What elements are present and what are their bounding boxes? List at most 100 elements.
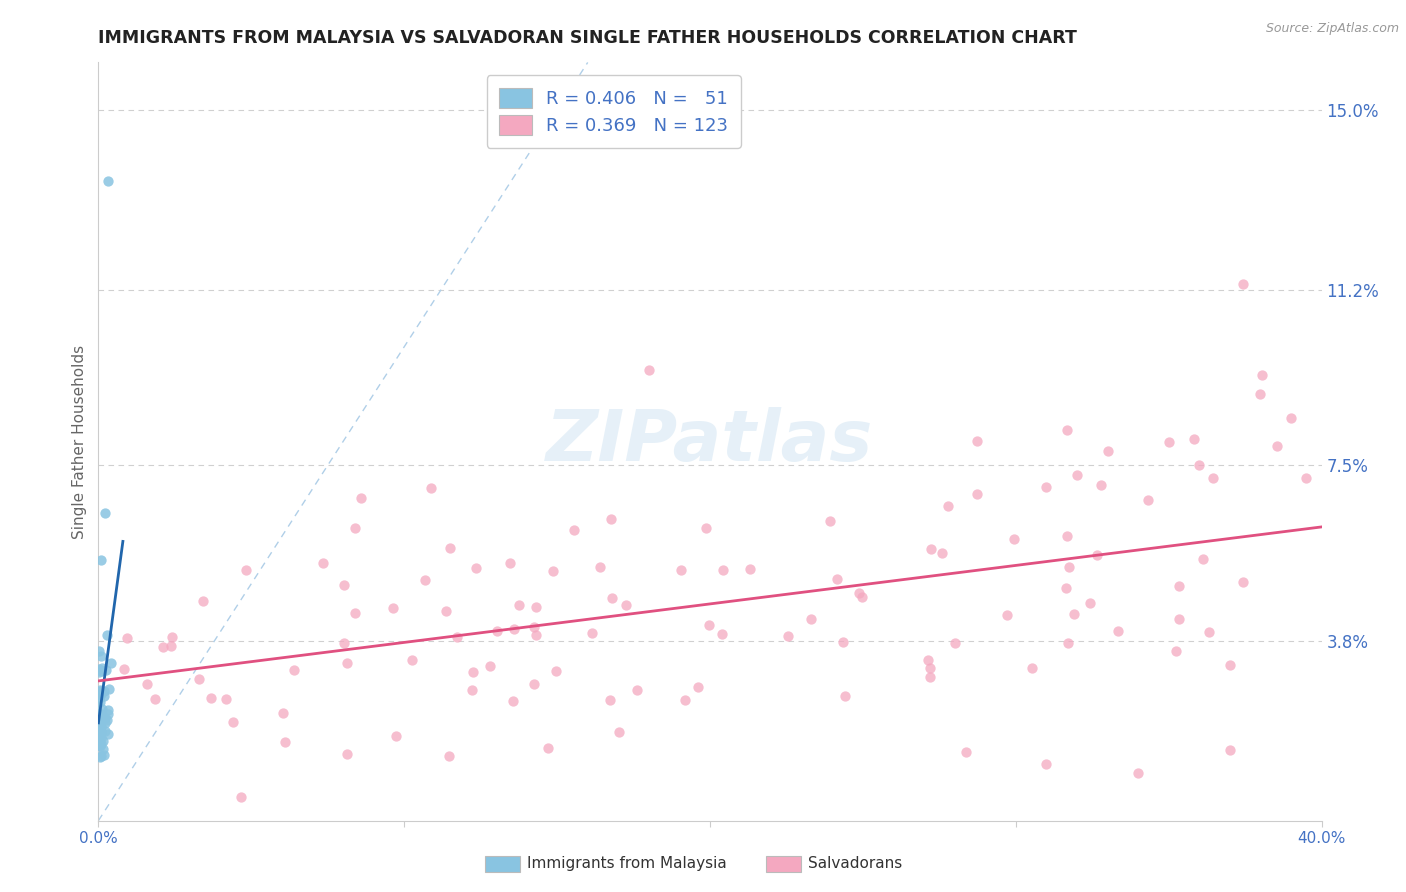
Point xyxy=(93,742,115,756)
Point xyxy=(87,732,110,747)
Point xyxy=(401,653,423,667)
Point xyxy=(832,635,855,649)
Point xyxy=(312,556,335,570)
Point xyxy=(1063,607,1085,622)
Point xyxy=(90,737,112,751)
Point xyxy=(671,563,693,577)
Point xyxy=(94,711,117,725)
Point xyxy=(1035,756,1057,771)
Point xyxy=(917,653,939,667)
Point xyxy=(479,659,502,673)
Point xyxy=(90,731,112,746)
Y-axis label: Single Father Households: Single Father Households xyxy=(72,344,87,539)
Point xyxy=(931,546,953,560)
Point xyxy=(1057,636,1080,650)
Point xyxy=(91,661,114,675)
Point xyxy=(1202,471,1225,485)
Point xyxy=(90,720,112,734)
Point xyxy=(87,726,110,740)
Point xyxy=(523,620,546,634)
Point xyxy=(1021,661,1043,675)
Point xyxy=(446,630,468,644)
Point xyxy=(995,607,1018,622)
Point xyxy=(90,664,112,678)
Point xyxy=(283,663,305,677)
Point xyxy=(97,703,120,717)
Point xyxy=(1168,612,1191,626)
Point xyxy=(439,748,461,763)
Point xyxy=(420,481,443,495)
Point xyxy=(1097,444,1119,458)
Point xyxy=(87,687,110,701)
Point xyxy=(945,636,967,650)
Point xyxy=(524,600,547,615)
Point xyxy=(955,745,977,759)
Point xyxy=(920,670,942,684)
Point xyxy=(187,672,209,686)
Point xyxy=(1157,434,1180,449)
Point xyxy=(87,714,110,729)
Point xyxy=(90,687,112,701)
Point xyxy=(695,521,717,535)
Text: ZIPatlas: ZIPatlas xyxy=(547,407,873,476)
Point xyxy=(89,682,111,697)
Point xyxy=(90,726,112,740)
Text: Immigrants from Malaysia: Immigrants from Malaysia xyxy=(527,856,727,871)
Point xyxy=(1251,368,1274,383)
Point xyxy=(1128,766,1150,780)
Point xyxy=(87,690,110,705)
Point xyxy=(333,636,356,650)
Point xyxy=(89,695,111,709)
Point xyxy=(333,578,356,592)
Point xyxy=(336,747,359,761)
Point xyxy=(609,725,631,739)
Point xyxy=(1056,529,1078,543)
Point xyxy=(413,573,436,587)
Point xyxy=(541,564,564,578)
Point xyxy=(191,594,214,608)
Point xyxy=(1191,552,1213,566)
Point xyxy=(546,664,568,678)
Point xyxy=(89,739,111,753)
Point xyxy=(215,692,238,706)
Point xyxy=(343,521,366,535)
Point xyxy=(90,684,112,698)
Point xyxy=(90,553,112,567)
Point xyxy=(1087,548,1109,562)
Point xyxy=(93,506,115,520)
Point xyxy=(439,541,461,555)
Legend: R = 0.406   N =   51, R = 0.369   N = 123: R = 0.406 N = 51, R = 0.369 N = 123 xyxy=(486,75,741,147)
Point xyxy=(94,715,117,730)
Point xyxy=(614,598,637,612)
Text: IMMIGRANTS FROM MALAYSIA VS SALVADORAN SINGLE FATHER HOUSEHOLDS CORRELATION CHAR: IMMIGRANTS FROM MALAYSIA VS SALVADORAN S… xyxy=(98,29,1077,47)
Point xyxy=(711,564,734,578)
Point xyxy=(160,639,183,653)
Point xyxy=(537,740,560,755)
Point xyxy=(776,629,799,643)
Point xyxy=(463,665,485,679)
Point xyxy=(90,748,112,763)
Point xyxy=(740,562,762,576)
Point xyxy=(1090,478,1112,492)
Point xyxy=(97,682,120,697)
Point xyxy=(461,683,484,698)
Point xyxy=(87,707,110,722)
Point xyxy=(89,749,111,764)
Point xyxy=(602,591,624,605)
Point xyxy=(91,734,114,748)
Point xyxy=(94,724,117,739)
Point xyxy=(1164,643,1187,657)
Point xyxy=(599,512,621,526)
Point xyxy=(465,561,488,575)
Text: Salvadorans: Salvadorans xyxy=(808,856,903,871)
Point xyxy=(1265,439,1288,453)
Point xyxy=(97,174,120,188)
Point xyxy=(1035,480,1057,494)
Point xyxy=(637,363,661,377)
Point xyxy=(848,585,870,599)
Point xyxy=(920,661,942,675)
Point xyxy=(96,713,118,727)
Point xyxy=(1188,458,1211,473)
Point xyxy=(1219,657,1241,672)
Point xyxy=(581,625,603,640)
